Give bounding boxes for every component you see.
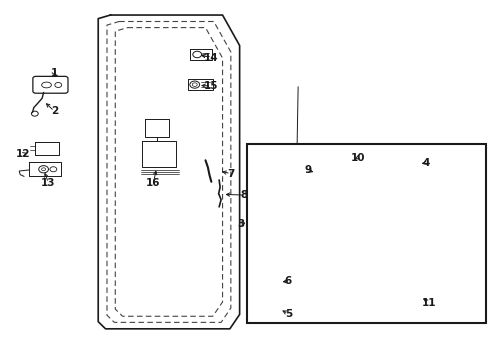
Text: 7: 7: [227, 168, 234, 179]
Text: 16: 16: [146, 178, 160, 188]
Text: 4: 4: [421, 158, 428, 168]
Text: 11: 11: [421, 298, 435, 308]
Text: 13: 13: [41, 178, 56, 188]
Text: 9: 9: [304, 165, 311, 175]
Circle shape: [339, 265, 343, 267]
Text: 5: 5: [284, 309, 291, 319]
Text: 10: 10: [350, 153, 364, 163]
FancyBboxPatch shape: [430, 289, 465, 303]
FancyBboxPatch shape: [33, 76, 68, 93]
Bar: [246, 144, 485, 323]
Text: 1: 1: [51, 68, 58, 78]
Text: 3: 3: [237, 219, 244, 229]
Text: 8: 8: [241, 190, 247, 200]
Text: 6: 6: [284, 276, 291, 286]
Text: 15: 15: [203, 81, 218, 91]
Text: 14: 14: [203, 53, 218, 63]
Text: 12: 12: [16, 149, 30, 159]
Text: 2: 2: [51, 106, 58, 116]
